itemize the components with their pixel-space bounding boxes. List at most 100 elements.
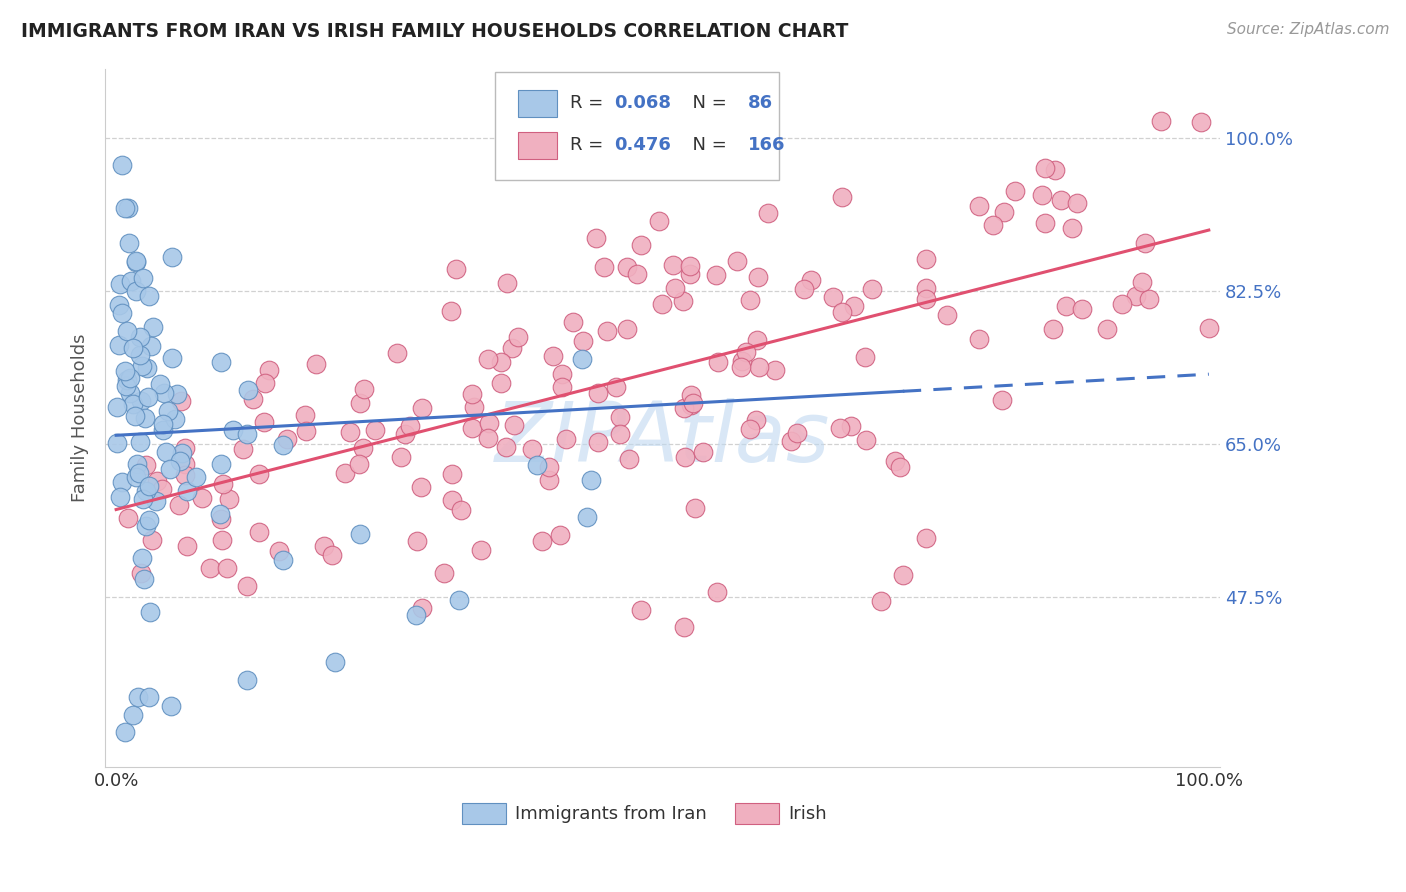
Point xyxy=(586,386,609,401)
Point xyxy=(446,261,468,276)
Text: N =: N = xyxy=(682,95,733,112)
Point xyxy=(121,341,143,355)
Point xyxy=(131,393,153,408)
Point xyxy=(128,330,150,344)
Point xyxy=(830,421,852,435)
Point xyxy=(132,491,155,506)
Point xyxy=(745,333,768,347)
Point xyxy=(740,293,762,308)
FancyBboxPatch shape xyxy=(517,132,557,159)
Point xyxy=(440,467,463,481)
Point xyxy=(461,387,484,401)
Point xyxy=(349,395,371,409)
Point xyxy=(630,603,652,617)
Text: R =: R = xyxy=(569,136,609,154)
Point xyxy=(748,360,770,375)
Point xyxy=(411,601,433,615)
Point xyxy=(271,438,294,452)
Point xyxy=(406,534,429,549)
Point xyxy=(271,553,294,567)
Point xyxy=(489,355,512,369)
Point xyxy=(236,426,259,441)
Point xyxy=(110,490,132,504)
Point xyxy=(162,351,184,366)
Point xyxy=(135,519,157,533)
Point xyxy=(120,274,142,288)
Point xyxy=(548,528,571,542)
Point xyxy=(114,725,136,739)
Point xyxy=(1050,193,1073,207)
Point xyxy=(153,386,176,401)
Point xyxy=(176,539,198,553)
Point xyxy=(616,322,638,336)
Point xyxy=(609,426,631,441)
Point xyxy=(673,620,696,634)
Point xyxy=(831,189,853,203)
Point xyxy=(725,253,748,268)
Point xyxy=(111,475,134,490)
Point xyxy=(1056,299,1078,313)
Point xyxy=(626,267,648,281)
Point xyxy=(132,271,155,285)
Point xyxy=(1133,236,1156,251)
Point xyxy=(165,412,187,426)
Point xyxy=(679,267,702,281)
Point xyxy=(991,393,1014,408)
Point xyxy=(208,508,231,522)
Point xyxy=(132,572,155,586)
Point xyxy=(110,306,132,320)
Point xyxy=(744,413,766,427)
Point xyxy=(596,324,619,338)
Point xyxy=(738,421,761,435)
Point xyxy=(218,492,240,507)
Point xyxy=(172,446,194,460)
Point xyxy=(433,566,456,580)
Point xyxy=(238,384,260,398)
Point xyxy=(108,298,131,312)
Point xyxy=(619,451,641,466)
Point xyxy=(129,349,152,363)
Point xyxy=(173,441,195,455)
Point xyxy=(889,460,911,475)
Point xyxy=(353,382,375,396)
Point xyxy=(294,424,316,438)
Point xyxy=(138,513,160,527)
Point xyxy=(967,333,990,347)
Point xyxy=(1031,187,1053,202)
Point xyxy=(114,364,136,378)
Point xyxy=(236,673,259,687)
Point xyxy=(352,441,374,455)
Point xyxy=(276,432,298,446)
Point xyxy=(145,493,167,508)
Point xyxy=(756,206,779,220)
Point xyxy=(800,273,823,287)
Point xyxy=(605,380,627,394)
Point xyxy=(780,434,803,448)
Point xyxy=(294,409,316,423)
Point xyxy=(707,355,730,369)
Point xyxy=(572,334,595,348)
Point xyxy=(730,360,752,375)
Point xyxy=(477,351,499,366)
Text: 166: 166 xyxy=(748,136,786,154)
Point xyxy=(399,419,422,434)
Point xyxy=(169,393,191,408)
Point xyxy=(364,423,387,437)
Point xyxy=(160,250,183,264)
Point xyxy=(541,350,564,364)
Point xyxy=(108,277,131,292)
Point xyxy=(209,355,232,369)
Point xyxy=(586,435,609,450)
Point xyxy=(1070,302,1092,317)
Point xyxy=(166,387,188,401)
Point xyxy=(267,543,290,558)
Point xyxy=(1062,221,1084,235)
Point xyxy=(1111,297,1133,311)
Point xyxy=(682,396,704,410)
Point xyxy=(131,566,153,580)
Point xyxy=(440,303,463,318)
Point xyxy=(495,440,517,454)
Point xyxy=(105,400,128,414)
Point xyxy=(561,315,583,329)
FancyBboxPatch shape xyxy=(735,804,779,824)
